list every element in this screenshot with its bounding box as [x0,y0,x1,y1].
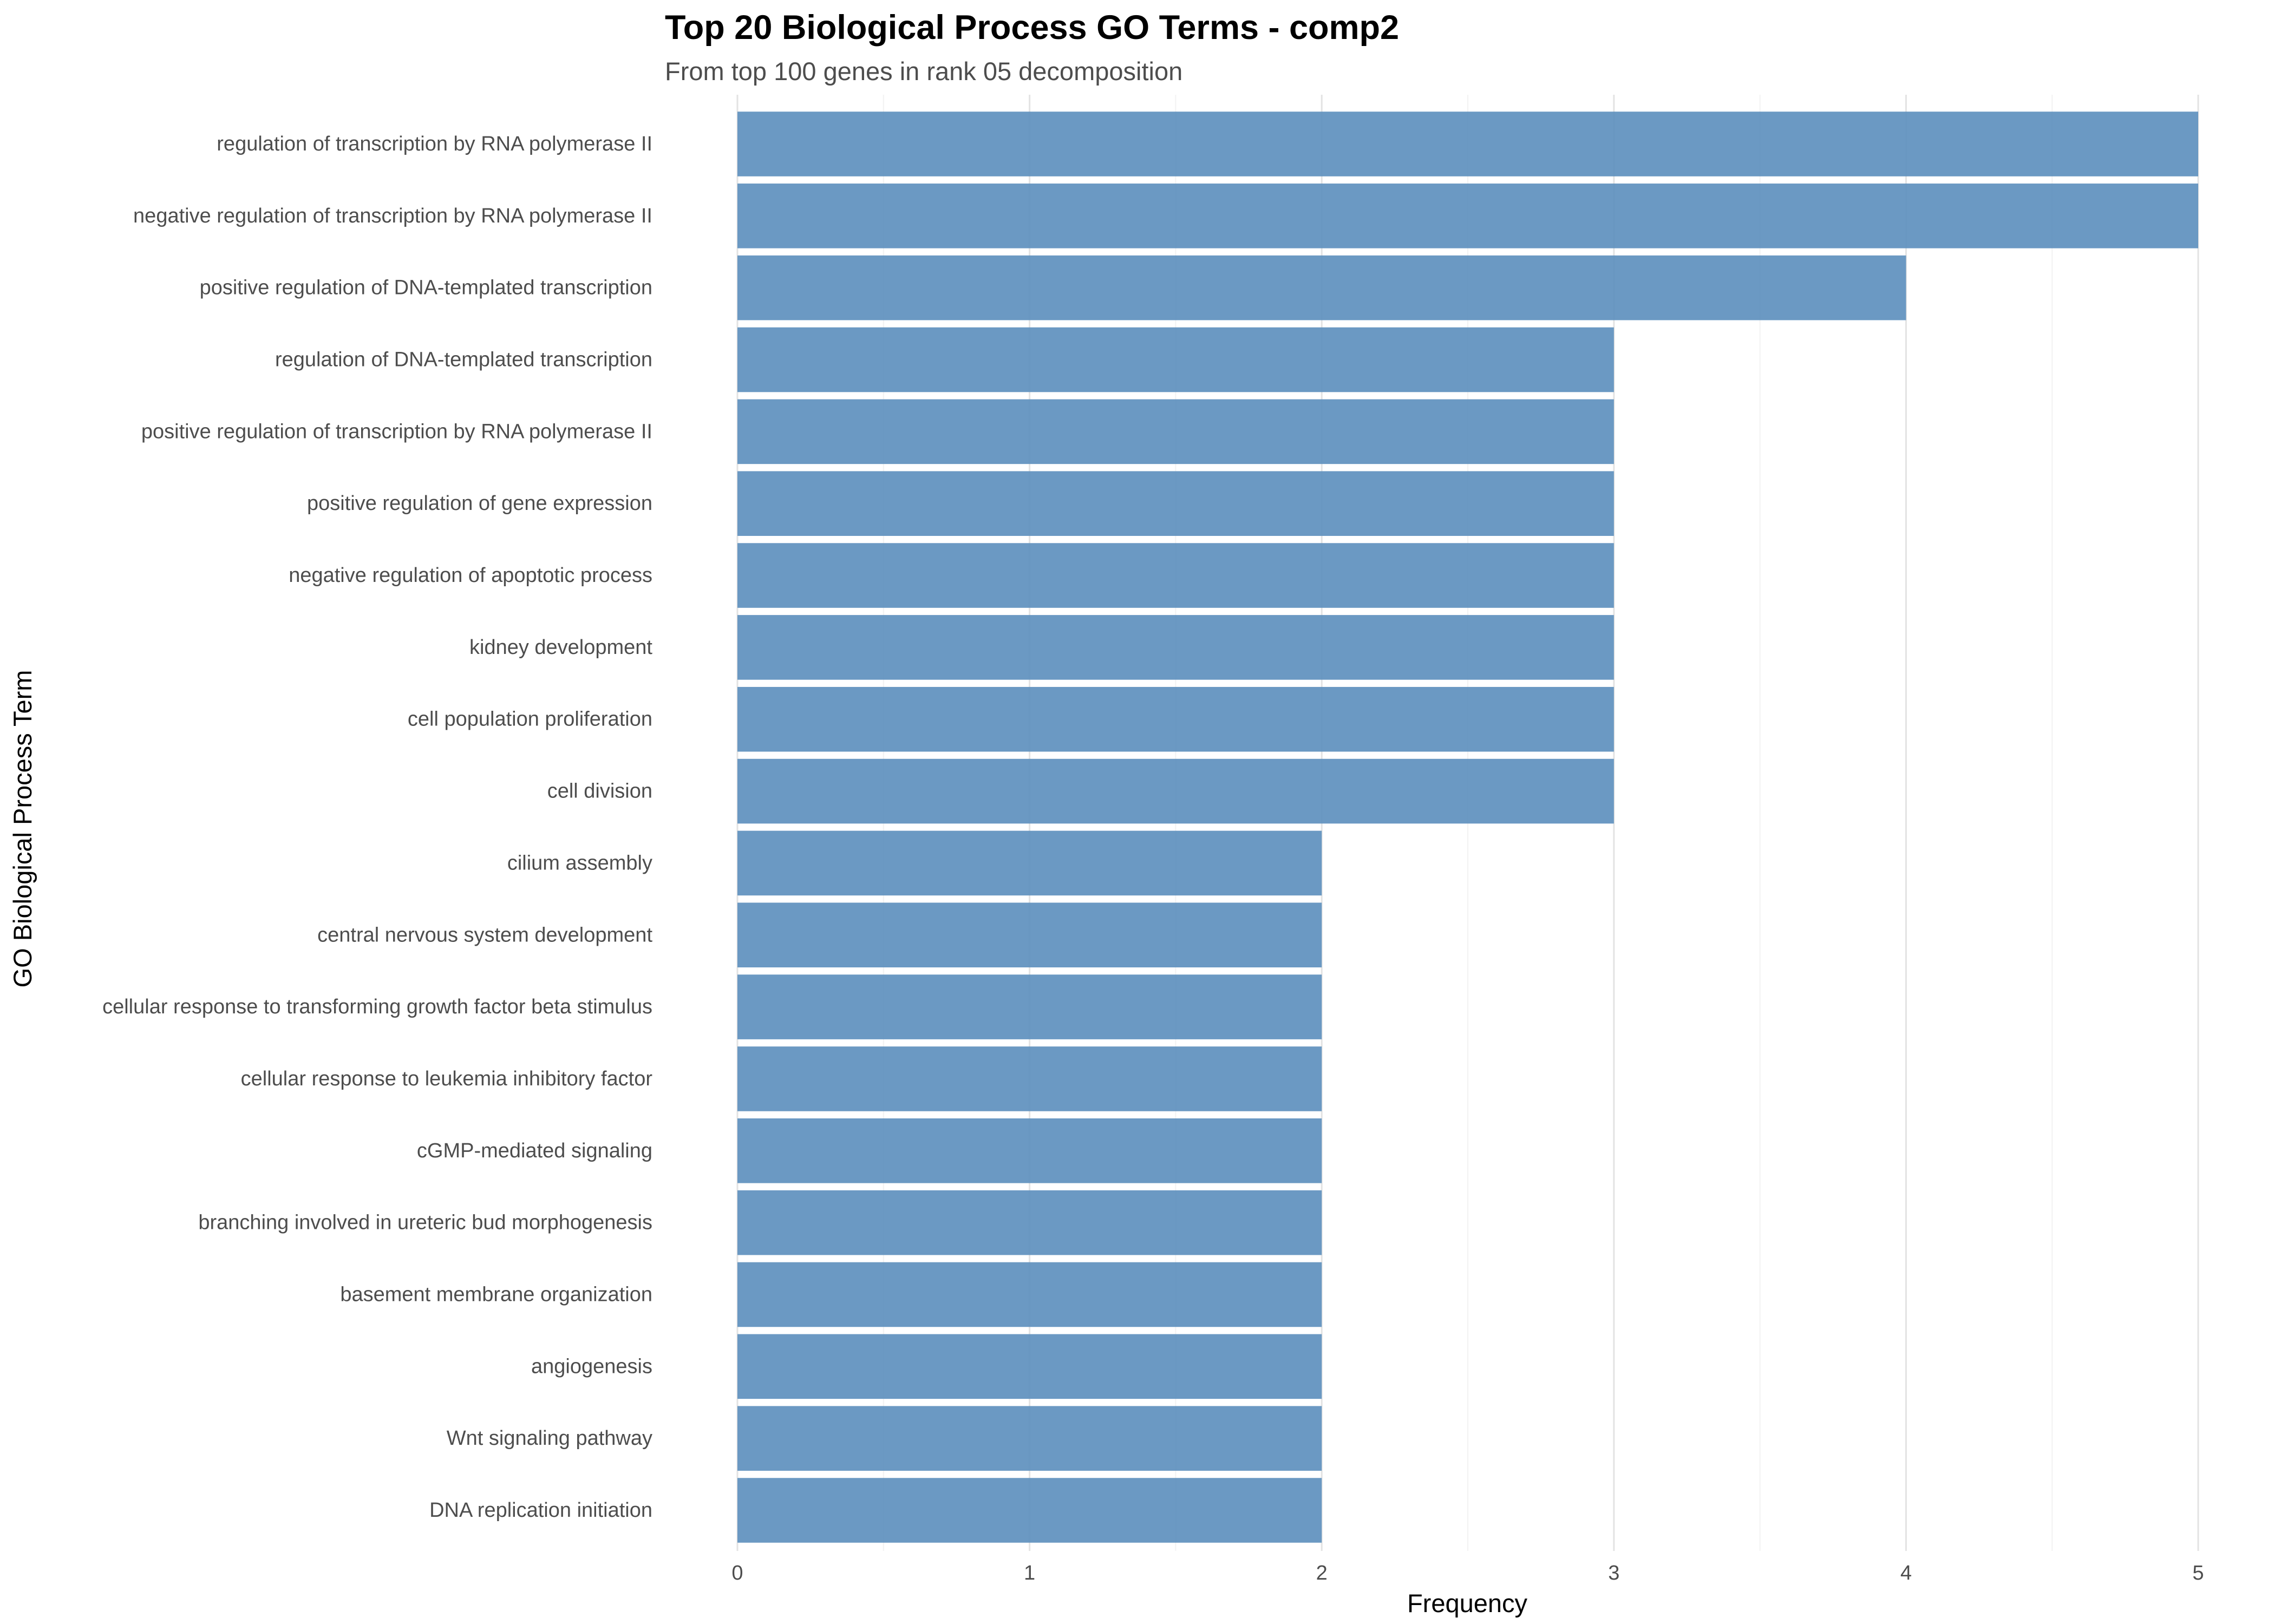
category-label: Wnt signaling pathway [447,1427,652,1450]
category-label: cellular response to transforming growth… [102,996,652,1018]
x-tick-labels: 0 1 2 3 4 5 [731,1562,2204,1584]
bar [737,758,1614,824]
bar [737,1118,1322,1183]
category-label: negative regulation of apoptotic process [289,564,652,587]
bar [737,327,1614,392]
bar [737,615,1614,680]
category-label: positive regulation of gene expression [307,492,652,515]
bar [737,399,1614,464]
x-tick-label: 2 [1316,1562,1328,1584]
bar [737,255,1906,320]
y-axis-title: GO Biological Process Term [8,670,37,988]
bar [737,1406,1322,1471]
bar [737,902,1322,968]
x-tick-label: 0 [731,1562,743,1584]
category-label: regulation of DNA-templated transcriptio… [275,349,652,371]
bar [737,830,1322,896]
bar [737,112,2198,176]
category-label: positive regulation of DNA-templated tra… [200,277,652,299]
category-label: regulation of transcription by RNA polym… [217,133,652,155]
bar [737,184,2198,248]
bar [737,1478,1322,1543]
x-tick-label: 3 [1608,1562,1619,1584]
x-tick-label: 5 [2192,1562,2204,1584]
category-label: negative regulation of transcription by … [133,205,652,227]
category-label: cGMP-mediated signaling [417,1140,652,1162]
category-label: branching involved in ureteric bud morph… [198,1212,652,1234]
category-label: angiogenesis [531,1355,652,1378]
bar [737,1262,1322,1327]
category-label: cilium assembly [507,852,652,874]
x-axis-title: Frequency [1407,1589,1528,1618]
category-label: DNA replication initiation [429,1499,652,1522]
bar [737,686,1614,752]
category-label: central nervous system development [317,924,652,946]
bar [737,1046,1322,1111]
bar [737,543,1614,608]
bar [737,1334,1322,1399]
category-labels: regulation of transcription by RNA polym… [102,133,652,1522]
bars [737,112,2198,1543]
category-label: positive regulation of transcription by … [141,420,652,443]
category-label: cellular response to leukemia inhibitory… [241,1068,653,1090]
category-label: cell population proliferation [408,708,652,731]
category-label: basement membrane organization [340,1283,652,1306]
x-tick-label: 4 [1900,1562,1912,1584]
bar [737,471,1614,536]
bar [737,1190,1322,1255]
category-label: cell division [547,780,652,803]
chart-title: Top 20 Biological Process GO Terms - com… [665,9,1399,47]
chart-subtitle: From top 100 genes in rank 05 decomposit… [665,57,1182,86]
bar [737,974,1322,1039]
x-tick-label: 1 [1024,1562,1035,1584]
category-label: kidney development [469,636,652,659]
